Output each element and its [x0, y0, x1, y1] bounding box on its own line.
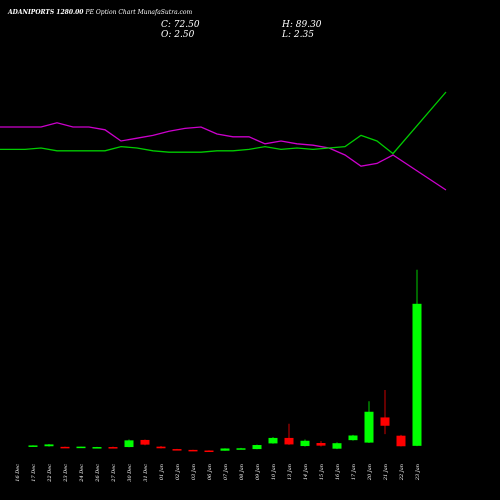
close-value: 72.50: [173, 20, 200, 30]
candle-body: [316, 442, 326, 446]
candle-body: [108, 447, 118, 449]
x-tick-label: 21 Jan: [383, 464, 389, 481]
x-tick-label: 16 Dec: [15, 464, 21, 482]
chart-subtitle: PE Option Chart MunafaSutra.com: [85, 9, 193, 16]
x-axis-ticks: 16 Dec 17 Dec 22 Dec 23 Dec 24 Dec 26 Dec 27 D…: [15, 464, 421, 483]
x-tick-label: 17 Dec: [31, 464, 37, 482]
candle-06-jan: [204, 450, 214, 453]
x-tick-label: 07 Jan: [223, 464, 229, 480]
candle-24-dec: [76, 446, 86, 449]
chart-symbol: ADANIPORTS 1280.00: [8, 9, 84, 16]
x-tick-label: 06 Jan: [207, 464, 213, 480]
x-tick-label: 27 Dec: [111, 464, 117, 483]
candle-20-jan: [364, 401, 374, 443]
candle-14-jan: [300, 439, 310, 447]
candle-body: [380, 417, 390, 426]
close-label: C:: [161, 20, 171, 30]
low-readout: L: 2.35: [282, 30, 314, 40]
candle-body: [140, 439, 150, 445]
candle-body: [92, 447, 102, 449]
high-value: 89.30: [295, 20, 322, 30]
candle-body: [172, 449, 182, 451]
x-tick-label: 03 Jan: [191, 464, 197, 480]
x-tick-label: 16 Jan: [335, 464, 341, 480]
candle-07-jan: [220, 448, 230, 451]
open-value: 2.50: [174, 30, 195, 40]
candle-17-jan: [348, 434, 358, 441]
candle-30-dec: [124, 439, 134, 448]
x-tick-label: 24 Dec: [79, 464, 85, 483]
x-tick-label: 08 Jan: [239, 464, 245, 480]
x-tick-label: 26 Dec: [95, 464, 101, 483]
candle-21-jan: [380, 390, 390, 435]
candle-body: [364, 411, 374, 443]
low-label: L:: [282, 30, 292, 40]
candle-03-jan: [188, 449, 198, 452]
high-label: H:: [282, 20, 293, 30]
candle-body: [60, 446, 70, 449]
chart-title: ADANIPORTS 1280.00 PE Option Chart Munaf…: [8, 9, 192, 16]
x-tick-label: 31 Dec: [143, 464, 149, 482]
candle-body: [76, 446, 86, 449]
low-value: 2.35: [293, 30, 314, 40]
x-tick-label: 22 Jan: [399, 464, 405, 481]
candles: [28, 269, 422, 453]
candle-10-jan: [268, 437, 278, 444]
candle-23-dec: [60, 446, 70, 449]
candle-body: [236, 448, 246, 450]
high-readout: H: 89.30: [282, 20, 322, 30]
x-tick-label: 09 Jan: [255, 464, 261, 480]
x-tick-label: 01 Jan: [159, 464, 165, 480]
candle-body: [300, 440, 310, 447]
candle-09-jan: [252, 444, 262, 450]
close-readout: C: 72.50: [161, 20, 200, 30]
candle-body: [412, 303, 422, 446]
candle-body: [268, 437, 278, 444]
x-tick-label: 23 Dec: [63, 464, 69, 483]
candle-13-jan: [284, 423, 294, 445]
x-tick-label: 22 Dec: [47, 464, 53, 483]
overlay-line-2: [0, 91, 447, 155]
candle-body: [284, 437, 294, 445]
x-tick-label: 13 Jan: [287, 464, 293, 480]
candle-26-dec: [92, 446, 102, 449]
x-tick-label: 23 Jan: [415, 464, 421, 481]
candle-22-jan: [396, 434, 406, 447]
candle-01-jan: [156, 446, 166, 449]
candle-08-jan: [236, 447, 246, 450]
x-tick-label: 15 Jan: [319, 464, 325, 480]
open-label: O:: [161, 30, 172, 40]
candle-body: [156, 446, 166, 449]
candle-23-jan: [412, 269, 422, 447]
x-tick-label: 10 Jan: [271, 464, 277, 480]
candle-body: [220, 448, 230, 451]
candle-body: [28, 445, 38, 447]
candle-body: [252, 445, 262, 450]
candle-31-dec: [140, 439, 150, 446]
x-tick-label: 02 Jan: [175, 464, 181, 480]
candle-body: [332, 443, 342, 449]
candle-body: [44, 444, 54, 447]
candle-16-jan: [332, 442, 342, 450]
overlay-lines: [0, 91, 447, 191]
x-tick-label: 30 Dec: [127, 464, 133, 482]
candle-body: [124, 440, 134, 448]
candle-22-dec: [44, 444, 54, 447]
candle-27-dec: [108, 446, 118, 449]
candle-17-dec: [28, 445, 38, 447]
x-tick-label: 14 Jan: [303, 464, 309, 480]
candle-02-jan: [172, 448, 182, 451]
open-readout: O: 2.50: [161, 30, 194, 40]
candle-body: [204, 450, 214, 453]
overlay-line-1: [0, 122, 447, 191]
candle-body: [396, 435, 406, 447]
x-tick-label: 17 Jan: [351, 464, 357, 480]
candle-15-jan: [316, 441, 326, 447]
x-tick-label: 20 Jan: [367, 464, 373, 481]
candle-body: [188, 449, 198, 452]
candle-body: [348, 435, 358, 441]
